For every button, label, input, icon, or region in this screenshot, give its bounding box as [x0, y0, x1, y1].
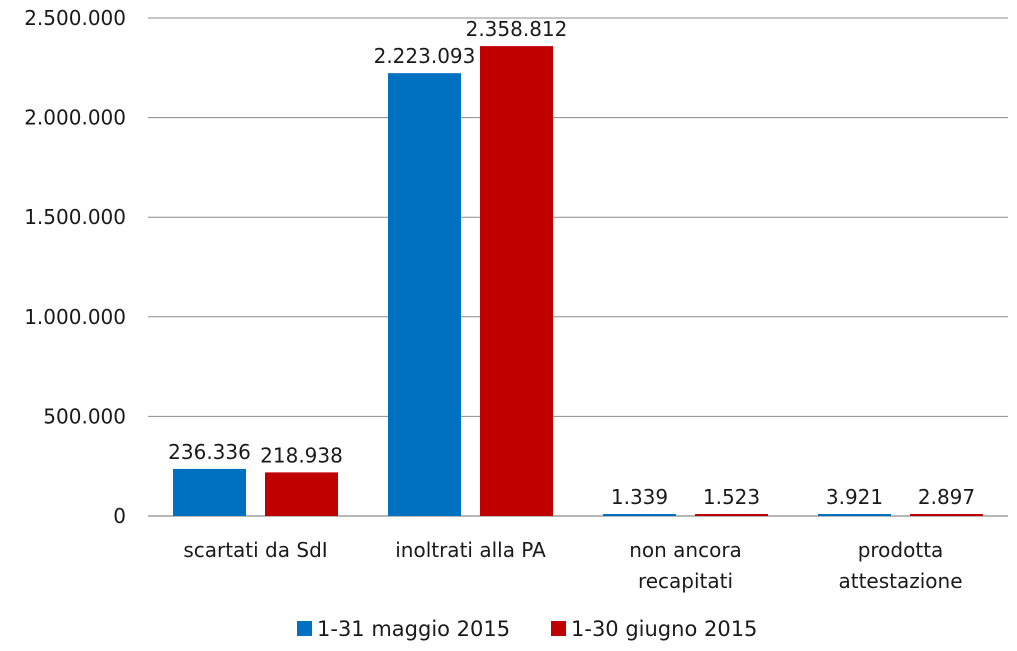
category-label-line: non ancora	[629, 538, 742, 562]
y-tick-label: 1.500.000	[24, 205, 126, 229]
legend-label-0: 1-31 maggio 2015	[317, 617, 510, 641]
legend-swatch-0	[297, 621, 312, 636]
y-tick-label: 2.000.000	[24, 106, 126, 130]
bar-giugno-3	[910, 514, 983, 516]
data-label: 2.358.812	[466, 17, 568, 41]
data-label: 2.223.093	[374, 44, 476, 68]
bar-giugno-1	[480, 46, 553, 517]
category-label: scartati da SdI	[183, 538, 327, 562]
bar-giugno-2	[695, 514, 768, 516]
data-label: 236.336	[168, 440, 251, 464]
category-label-line: attestazione	[838, 569, 962, 593]
data-label: 2.897	[918, 485, 975, 509]
data-labels: 236.336 218.938 2.223.093 2.358.812 1.339 1.5…	[168, 17, 975, 509]
y-tick-label: 1.000.000	[24, 305, 126, 329]
legend-label-1: 1-30 giugno 2015	[571, 617, 757, 641]
category-label: non ancora recapitati	[629, 538, 742, 593]
data-label: 3.921	[826, 485, 883, 509]
y-tick-label: 2.500.000	[24, 6, 126, 30]
bars	[173, 46, 983, 517]
bar-maggio-1	[388, 73, 461, 516]
category-label-line: prodotta	[858, 538, 944, 562]
bar-maggio-3	[818, 514, 891, 516]
y-tick-label: 0	[113, 504, 126, 528]
data-label: 218.938	[260, 443, 343, 467]
bar-maggio-0	[173, 468, 246, 516]
data-label: 1.339	[611, 485, 668, 509]
category-label: inoltrati alla PA	[395, 538, 546, 562]
category-label-line: scartati da SdI	[183, 538, 327, 562]
category-label-line: recapitati	[638, 569, 733, 593]
y-tick-label: 500.000	[43, 404, 126, 428]
x-axis: scartati da SdI inoltrati alla PA non anco…	[183, 538, 962, 593]
bar-maggio-2	[603, 514, 676, 516]
bar-giugno-0	[265, 472, 338, 516]
legend-swatch-1	[551, 621, 566, 636]
category-label: prodotta attestazione	[838, 538, 962, 593]
data-label: 1.523	[703, 485, 760, 509]
y-axis: 0 500.000 1.000.000 1.500.000 2.000.000 2.500…	[24, 6, 126, 528]
legend: 1-31 maggio 2015 1-30 giugno 2015	[297, 617, 757, 641]
category-label-line: inoltrati alla PA	[395, 538, 546, 562]
gridlines	[148, 17, 1008, 517]
